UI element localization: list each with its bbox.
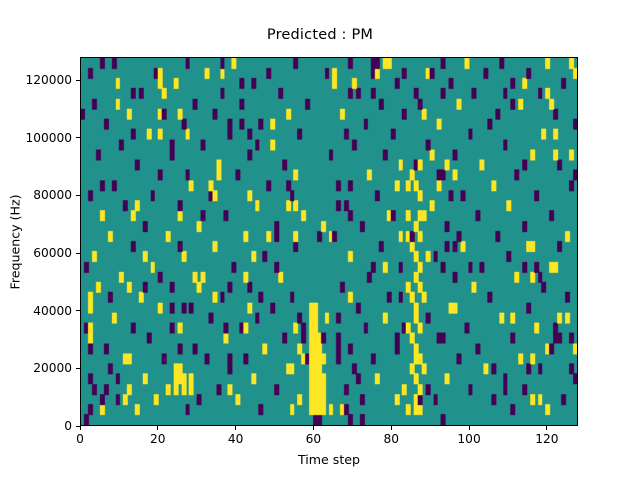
heatmap-canvas: [81, 58, 577, 425]
y-tick-label: 100000: [25, 130, 72, 145]
x-tick-mark: [235, 426, 237, 430]
y-tick-mark: [76, 79, 80, 81]
y-tick-mark: [76, 252, 80, 254]
y-tick-mark: [76, 425, 80, 427]
x-tick-mark: [79, 426, 81, 430]
y-tick-mark: [76, 310, 80, 312]
x-tick-label: 40: [227, 432, 244, 446]
x-tick-label: 60: [305, 432, 322, 446]
y-tick-label: 60000: [33, 246, 72, 261]
x-tick-label: 120: [535, 432, 559, 446]
y-tick-label: 80000: [33, 188, 72, 203]
x-axis-label: Time step: [297, 452, 361, 467]
y-tick-label: 120000: [25, 73, 72, 88]
y-tick-mark: [76, 194, 80, 196]
x-tick-mark: [468, 426, 470, 430]
chart-title: Predicted : PM: [266, 27, 374, 43]
y-tick-label: 40000: [33, 303, 72, 318]
y-tick-mark: [76, 367, 80, 369]
x-tick-label: 100: [457, 432, 481, 446]
x-tick-mark: [157, 426, 159, 430]
x-tick-mark: [312, 426, 315, 430]
x-tick-mark: [546, 426, 548, 430]
x-tick-label: 80: [383, 432, 400, 446]
y-tick-mark: [76, 137, 80, 139]
y-tick-label: 0: [64, 419, 72, 433]
x-tick-label: 0: [76, 432, 84, 446]
heatmap-axes: [80, 57, 578, 426]
x-tick-mark: [390, 426, 392, 430]
x-tick-label: 20: [150, 432, 166, 446]
y-tick-label: 20000: [33, 361, 72, 376]
y-axis-label: Frequency (Hz): [7, 194, 23, 289]
